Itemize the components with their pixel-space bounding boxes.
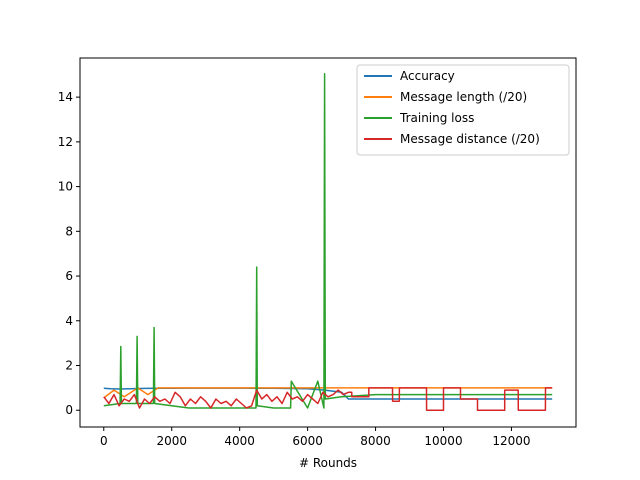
x-tick-label: 4000 <box>224 434 255 448</box>
y-tick-label: 12 <box>58 135 73 149</box>
y-tick-label: 6 <box>65 269 73 283</box>
y-tick-label: 14 <box>58 90 73 104</box>
x-axis-label: # Rounds <box>299 456 357 470</box>
x-tick-label: 0 <box>100 434 108 448</box>
series-line-4 <box>103 387 553 411</box>
y-tick-label: 8 <box>65 224 73 238</box>
legend-label: Accuracy <box>400 69 455 83</box>
y-tick-label: 0 <box>65 403 73 417</box>
x-ticks: 0 2000 4000 6000 8000 10000 12000 <box>100 427 531 448</box>
legend-box <box>356 64 570 156</box>
x-tick-label: 2000 <box>156 434 187 448</box>
x-tick-label: 10000 <box>424 434 462 448</box>
y-tick-label: 4 <box>65 314 73 328</box>
y-ticks: 0 2 4 6 8 10 12 14 <box>58 90 80 417</box>
axes-frame <box>79 57 577 428</box>
x-tick-label: 12000 <box>492 434 530 448</box>
legend: Accuracy Message length (/20) Training los… <box>356 64 570 156</box>
x-tick-label: 8000 <box>360 434 391 448</box>
plot-lines <box>103 72 553 411</box>
legend-label: Message distance (/20) <box>400 132 540 146</box>
y-tick-label: 10 <box>58 180 73 194</box>
legend-label: Training loss <box>399 111 474 125</box>
y-tick-label: 2 <box>65 359 73 373</box>
x-tick-label: 6000 <box>292 434 323 448</box>
legend-label: Message length (/20) <box>400 90 527 104</box>
